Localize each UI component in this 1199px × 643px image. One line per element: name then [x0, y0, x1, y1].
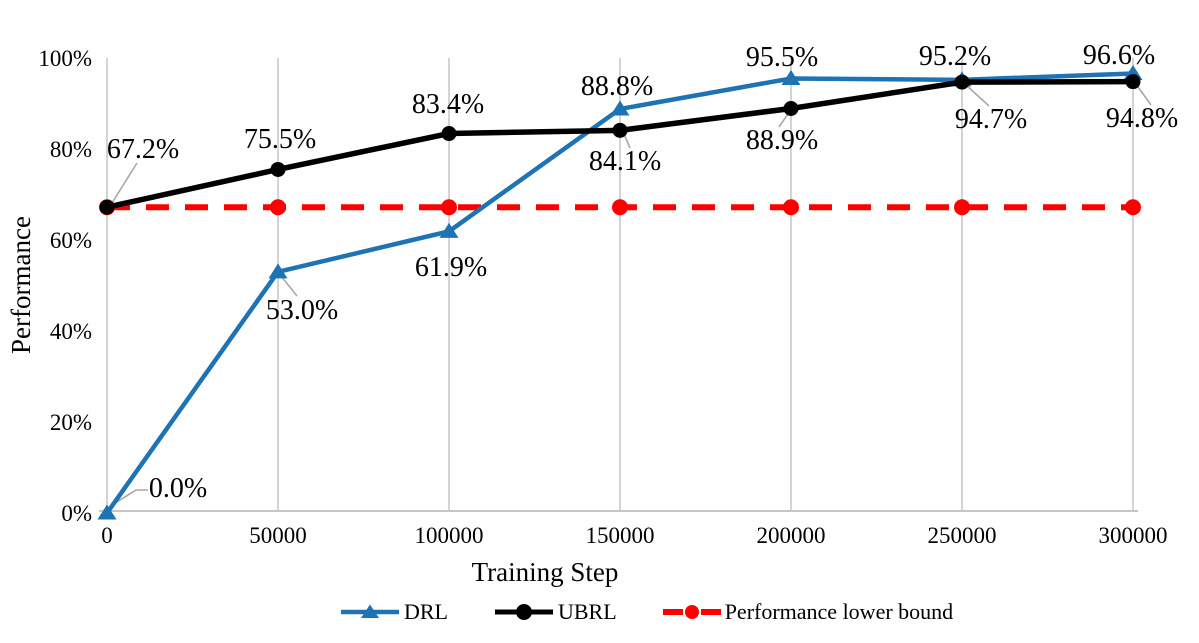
legend-item-ubrl: UBRL [494, 601, 617, 623]
ubrl-circle-marker [783, 101, 799, 117]
drl-legend-swatch-icon [341, 604, 399, 618]
lower-bound-circle-marker [441, 199, 457, 216]
data-series-layer [97, 64, 1143, 520]
data-label-leader-line [1135, 83, 1152, 106]
lower-bound-circle-marker [954, 199, 970, 216]
chart-legend: DRL UBRL Performance lower bound [340, 601, 953, 623]
ubrl-data-label: 83.4% [412, 89, 484, 120]
y-tick-label: 80% [50, 137, 92, 162]
lower-bound-circle-marker [612, 199, 628, 216]
legend-item-lower-bound: Performance lower bound [662, 599, 954, 624]
legend-item-drl: DRL [340, 601, 448, 623]
lower-bound-legend-swatch-icon [662, 605, 721, 619]
drl-data-label: 88.8% [581, 71, 653, 102]
data-label-leader-line [111, 162, 138, 204]
lower-bound-circle-marker [1125, 199, 1141, 216]
ubrl-circle-marker [1125, 74, 1141, 90]
drl-data-label: 61.9% [415, 252, 487, 283]
legend-label-drl: DRL [404, 599, 448, 624]
ubrl-data-label: 94.7% [955, 104, 1027, 135]
x-tick-label: 200000 [757, 523, 826, 548]
y-tick-label: 40% [50, 319, 92, 344]
legend-label-ubrl: UBRL [558, 599, 617, 624]
drl-data-label: 95.2% [919, 41, 991, 72]
drl-data-label: 96.6% [1083, 40, 1155, 71]
drl-triangle-marker [439, 222, 459, 238]
x-tick-label: 100000 [415, 523, 484, 548]
y-tick-label: 20% [50, 410, 92, 435]
legend-label-lower-bound: Performance lower bound [724, 599, 954, 624]
x-tick-label: 300000 [1099, 523, 1168, 548]
ubrl-circle-marker [270, 161, 286, 177]
data-label-leader-line [964, 83, 990, 107]
drl-triangle-marker [610, 100, 630, 116]
x-tick-label: 0 [101, 523, 113, 548]
x-axis-title: Training Step [472, 557, 619, 587]
y-tick-label: 60% [50, 228, 92, 253]
lower-bound-circle-marker [270, 199, 286, 216]
x-tick-label: 150000 [586, 523, 655, 548]
data-label-leader-line [111, 489, 148, 506]
drl-triangle-marker [268, 263, 288, 279]
ubrl-data-label: 67.2% [107, 134, 179, 165]
ubrl-data-label: 88.9% [746, 125, 818, 156]
y-tick-label: 0% [61, 501, 92, 526]
ubrl-legend-swatch-icon [495, 604, 553, 620]
y-axis-title: Performance [6, 216, 36, 354]
lower-bound-circle-marker [783, 199, 799, 216]
drl-data-label: 95.5% [746, 42, 818, 73]
ubrl-circle-marker [954, 74, 970, 90]
drl-data-label: 53.0% [266, 295, 338, 326]
data-label-leader-line [280, 275, 298, 297]
data-labels-layer: 0.0% 53.0% 61.9% 88.8% 95.5% 95.2% 96.6% 67.2% 7… [107, 40, 1178, 504]
drl-triangle-marker [97, 504, 117, 520]
drl-triangle-marker [781, 69, 801, 85]
ubrl-circle-marker [612, 122, 628, 138]
axis-ticks-layer: 0% 20% 40% 60% 80% 100% 0 50000 100000 150000 2000… [38, 46, 1167, 548]
ubrl-circle-marker [99, 199, 115, 215]
x-tick-label: 250000 [928, 523, 997, 548]
x-tick-label: 50000 [249, 523, 307, 548]
ubrl-data-label: 94.8% [1106, 103, 1178, 134]
drl-data-label: 0.0% [149, 473, 207, 504]
y-tick-label: 100% [38, 46, 92, 71]
ubrl-data-label: 75.5% [244, 124, 316, 155]
ubrl-data-label: 84.1% [589, 146, 661, 177]
ubrl-circle-marker [441, 126, 457, 142]
